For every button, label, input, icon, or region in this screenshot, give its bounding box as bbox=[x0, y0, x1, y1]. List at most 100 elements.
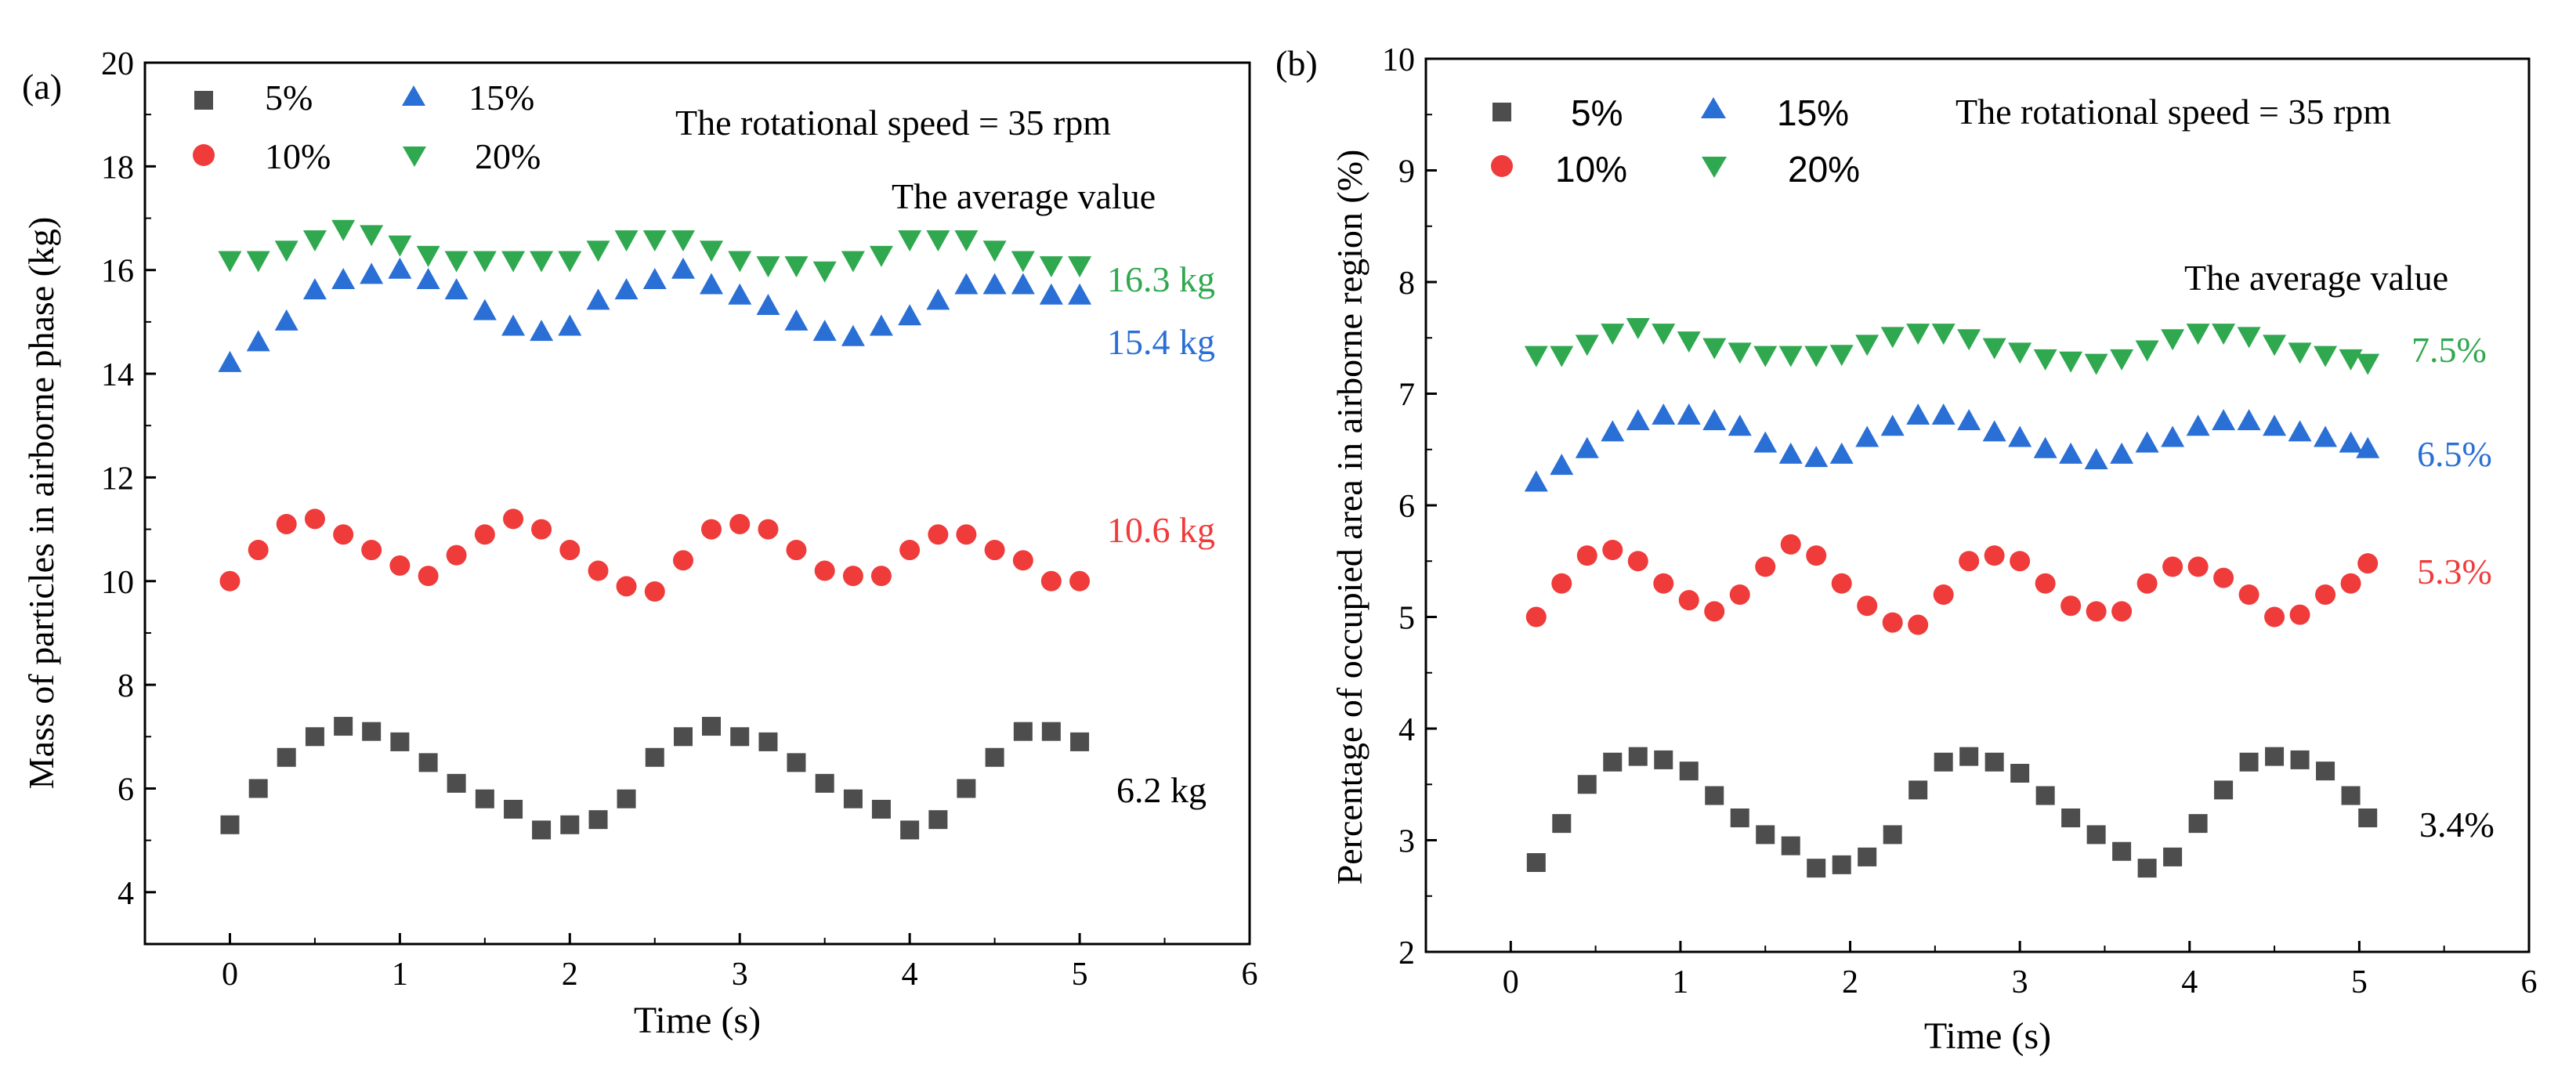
legend-marker-15pct-a bbox=[402, 85, 425, 106]
data-point-15pct-b bbox=[1855, 425, 1880, 447]
data-point-5pct-b bbox=[1730, 808, 1749, 827]
data-point-20pct-a bbox=[642, 230, 667, 251]
data-point-20pct-a bbox=[388, 235, 412, 257]
y-tick-label-a-3: 10 bbox=[101, 565, 134, 601]
data-point-5pct-b bbox=[2239, 752, 2259, 772]
data-point-5pct-b bbox=[1577, 775, 1597, 794]
data-point-20pct-a bbox=[274, 241, 298, 262]
legend-a: 5% 15% 10% 20% bbox=[193, 78, 541, 176]
data-point-15pct-b bbox=[2084, 448, 2108, 469]
y-tick-label-b-3: 5 bbox=[1398, 601, 1415, 637]
data-point-10pct-a bbox=[729, 513, 751, 534]
data-point-5pct-b bbox=[1934, 752, 1953, 772]
data-point-20pct-a bbox=[1039, 256, 1063, 278]
data-point-10pct-a bbox=[333, 524, 354, 545]
data-point-15pct-a bbox=[586, 288, 610, 310]
data-point-10pct-a bbox=[899, 540, 921, 561]
data-point-15pct-a bbox=[898, 304, 922, 326]
data-point-15pct-b bbox=[1906, 403, 1930, 425]
data-point-5pct-a bbox=[220, 815, 240, 834]
data-point-15pct-b bbox=[2033, 436, 2057, 458]
data-point-10pct-b bbox=[2162, 556, 2183, 577]
data-point-5pct-b bbox=[2358, 808, 2378, 827]
data-point-20pct-b bbox=[1778, 345, 1803, 367]
legend-b: 5% 15% 10% 20% bbox=[1491, 92, 1860, 190]
data-point-10pct-b bbox=[1576, 545, 1597, 566]
data-point-20pct-a bbox=[501, 251, 526, 273]
data-point-5pct-a bbox=[560, 815, 580, 834]
data-point-20pct-b bbox=[2237, 327, 2261, 349]
data-point-10pct-b bbox=[2315, 584, 2336, 605]
data-point-15pct-a bbox=[812, 320, 837, 342]
data-point-5pct-a bbox=[673, 727, 693, 747]
data-point-15pct-b bbox=[1931, 403, 1956, 425]
average-label-10pct-b: 5.3% bbox=[2417, 552, 2492, 591]
data-point-5pct-a bbox=[957, 779, 976, 798]
data-point-15pct-b bbox=[1957, 409, 1981, 431]
data-point-10pct-b bbox=[1653, 573, 1674, 594]
data-point-5pct-a bbox=[871, 799, 891, 819]
data-point-10pct-b bbox=[2111, 601, 2133, 622]
data-point-10pct-a bbox=[644, 581, 665, 602]
data-point-15pct-a bbox=[1039, 283, 1063, 305]
data-point-15pct-a bbox=[530, 320, 554, 342]
data-point-15pct-b bbox=[2110, 442, 2134, 464]
data-point-20pct-a bbox=[700, 241, 724, 262]
y-tick-label-b-8: 10 bbox=[1382, 42, 1415, 78]
data-point-5pct-a bbox=[390, 732, 410, 751]
data-point-15pct-b bbox=[1804, 446, 1829, 468]
data-point-20pct-b bbox=[2008, 342, 2032, 364]
data-point-15pct-a bbox=[671, 257, 695, 279]
data-point-10pct-a bbox=[361, 540, 382, 561]
data-point-15pct-b bbox=[1778, 442, 1803, 464]
data-point-5pct-b bbox=[1832, 855, 1851, 874]
data-point-15pct-a bbox=[302, 278, 327, 300]
legend-label-15pct-b: 15% bbox=[1777, 92, 1849, 133]
data-point-5pct-b bbox=[2137, 859, 2157, 878]
data-point-10pct-b bbox=[2357, 553, 2379, 574]
x-tick-label-a-6: 6 bbox=[1242, 957, 1258, 993]
data-point-15pct-a bbox=[1011, 273, 1035, 295]
data-point-15pct-a bbox=[416, 267, 440, 289]
data-point-20pct-b bbox=[1652, 324, 1676, 345]
average-label-5pct-a: 6.2 kg bbox=[1116, 770, 1207, 810]
data-point-20pct-a bbox=[954, 230, 979, 251]
data-point-5pct-a bbox=[418, 753, 438, 772]
data-point-10pct-a bbox=[474, 524, 495, 545]
data-point-5pct-b bbox=[1628, 747, 1648, 766]
legend-marker-20pct-a bbox=[403, 147, 426, 167]
data-point-20pct-b bbox=[2033, 349, 2057, 371]
legend-marker-20pct-b bbox=[1702, 157, 1727, 178]
data-point-5pct-b bbox=[2188, 814, 2208, 834]
data-point-15pct-a bbox=[360, 262, 384, 284]
data-point-10pct-a bbox=[842, 566, 863, 587]
data-point-20pct-a bbox=[898, 230, 922, 251]
y-tick-label-b-2: 4 bbox=[1398, 712, 1415, 748]
y-tick-label-a-4: 12 bbox=[101, 461, 134, 497]
data-point-20pct-a bbox=[614, 230, 639, 251]
data-point-20pct-a bbox=[331, 219, 356, 241]
data-point-15pct-b bbox=[2263, 414, 2287, 436]
x-tick-label-b-1: 1 bbox=[1672, 964, 1688, 1000]
y-axis-title-b: Percentage of occupied area in airborne … bbox=[1330, 150, 1369, 885]
data-point-5pct-b bbox=[1603, 752, 1623, 772]
x-tick-label-a-0: 0 bbox=[222, 957, 238, 993]
data-point-15pct-a bbox=[388, 257, 412, 279]
data-points-a bbox=[218, 219, 1092, 840]
data-point-20pct-a bbox=[444, 251, 469, 273]
data-point-15pct-a bbox=[841, 324, 865, 346]
average-label-15pct-a: 15.4 kg bbox=[1107, 322, 1215, 362]
data-point-5pct-a bbox=[645, 747, 664, 767]
data-point-5pct-a bbox=[758, 732, 778, 751]
data-point-20pct-a bbox=[558, 251, 582, 273]
data-point-5pct-b bbox=[1705, 786, 1724, 805]
annotation-average-b: The average value bbox=[2184, 258, 2448, 298]
data-point-20pct-b bbox=[2314, 345, 2338, 367]
data-point-10pct-b bbox=[1984, 545, 2005, 566]
data-point-15pct-b bbox=[2135, 431, 2159, 453]
y-tick-label-a-1: 6 bbox=[118, 772, 134, 808]
data-point-20pct-a bbox=[302, 230, 327, 251]
data-point-20pct-a bbox=[246, 251, 270, 273]
data-point-10pct-b bbox=[2340, 573, 2361, 594]
data-point-10pct-a bbox=[786, 540, 807, 561]
